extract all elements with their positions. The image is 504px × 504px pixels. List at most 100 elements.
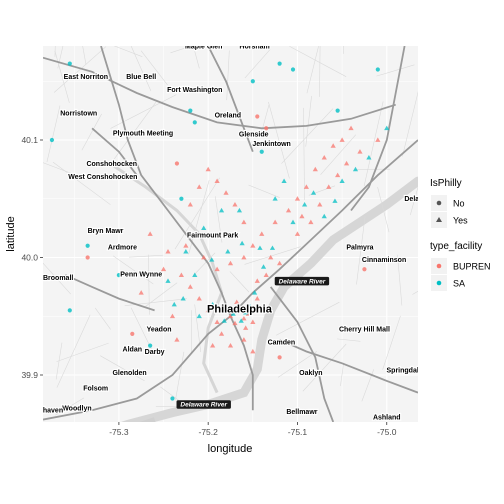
street <box>377 186 390 233</box>
x-tick-label: -75.2 <box>198 427 218 437</box>
legend-circle-icon <box>436 200 442 206</box>
street <box>110 94 177 129</box>
street <box>340 362 344 387</box>
map-label: Aldan <box>123 347 142 354</box>
y-tick-label: 40.1 <box>21 135 38 145</box>
point-sa-no <box>375 67 380 72</box>
point-bupren-yes <box>254 296 260 301</box>
point-bupren-yes <box>241 254 247 260</box>
point-sa-yes <box>239 240 245 246</box>
street <box>248 184 280 198</box>
point-sa-yes <box>352 166 359 172</box>
street <box>82 46 87 65</box>
map-label: Ashland <box>373 415 401 422</box>
point-sa-yes <box>366 155 372 160</box>
highway <box>100 46 232 317</box>
point-sa-yes <box>218 207 225 213</box>
point-bupren-yes <box>241 219 247 225</box>
map-label: Glenside <box>239 131 269 138</box>
street <box>170 46 193 54</box>
street <box>129 254 164 258</box>
point-bupren-yes <box>214 266 220 272</box>
legend: IsPhilly No Yes type_facility BUPREN SA <box>430 178 491 291</box>
point-sa-yes <box>165 278 171 283</box>
map-label: Penn Wynne <box>120 271 162 278</box>
point-sa-yes <box>201 225 207 230</box>
point-sa-yes <box>252 290 258 295</box>
map-label: chaven <box>39 408 63 415</box>
street <box>356 215 366 285</box>
point-bupren-yes <box>250 243 256 248</box>
street <box>320 134 357 175</box>
street <box>410 185 418 216</box>
point-sa-yes <box>310 190 317 195</box>
point-bupren-yes <box>294 231 301 236</box>
point-bupren-yes <box>241 337 247 342</box>
point-sa-yes <box>171 301 177 307</box>
street <box>276 301 340 336</box>
panel-background <box>43 46 418 422</box>
street <box>229 271 250 293</box>
street <box>244 246 301 265</box>
point-bupren-yes <box>241 316 247 321</box>
map-label: Oaklyn <box>299 370 322 377</box>
street <box>55 397 85 416</box>
point-bupren-yes <box>138 290 144 295</box>
street <box>43 162 74 175</box>
map-label: Delaware River <box>180 402 227 409</box>
street <box>382 315 401 370</box>
point-bupren-yes <box>250 319 256 324</box>
legend-label: SA <box>453 279 465 289</box>
point-bupren-yes <box>214 319 220 324</box>
point-bupren-yes <box>308 219 314 225</box>
axes: -75.3 -75.2 -75.1 -75.0 39.9 40.0 40.1 <box>21 135 396 437</box>
highway <box>279 338 418 394</box>
point-bupren-yes <box>196 184 202 189</box>
point-bupren-yes <box>245 311 251 316</box>
point-bupren-yes <box>317 202 323 207</box>
map-label: Palmyra <box>346 244 373 251</box>
highway <box>43 315 232 421</box>
point-sa-yes <box>290 219 296 225</box>
highway <box>350 46 406 212</box>
map-label: Folsom <box>83 385 108 392</box>
street <box>175 351 185 400</box>
y-tick-label: 39.9 <box>21 370 38 380</box>
point-sa-no <box>188 108 193 113</box>
street <box>303 107 305 201</box>
street <box>52 161 111 205</box>
point-sa-yes <box>281 178 287 183</box>
street <box>277 351 317 378</box>
point-sa-no <box>259 149 264 154</box>
point-sa-no <box>148 343 153 348</box>
map-label: Oreland <box>215 113 241 120</box>
point-bupren-yes <box>321 155 327 160</box>
point-sa-yes <box>243 310 249 315</box>
point-sa-no <box>49 137 55 143</box>
x-tick-label: -75.1 <box>288 427 308 437</box>
map-label: East Norriton <box>64 74 108 81</box>
highway <box>269 286 335 422</box>
point-bupren-yes <box>187 202 193 207</box>
street <box>305 95 312 147</box>
street <box>54 50 70 103</box>
point-bupren-yes <box>348 125 354 131</box>
point-bupren-yes <box>272 219 278 225</box>
highway <box>207 46 254 153</box>
point-bupren-yes <box>214 178 220 183</box>
point-bupren-yes <box>169 313 176 319</box>
point-bupren-yes <box>174 337 180 342</box>
point-bupren-yes <box>227 313 234 319</box>
y-tick-label: 40.0 <box>21 253 38 263</box>
point-sa-no <box>67 61 72 66</box>
street <box>306 46 319 94</box>
point-bupren-yes <box>294 196 301 201</box>
point-sa-yes <box>260 264 267 269</box>
point-bupren-yes <box>268 254 274 260</box>
point-bupren-yes <box>223 190 229 195</box>
street <box>289 46 347 77</box>
map-label: Plymouth Meeting <box>113 130 173 137</box>
street <box>397 254 403 306</box>
map-label: Woodlyn <box>62 405 91 412</box>
street <box>281 108 334 164</box>
